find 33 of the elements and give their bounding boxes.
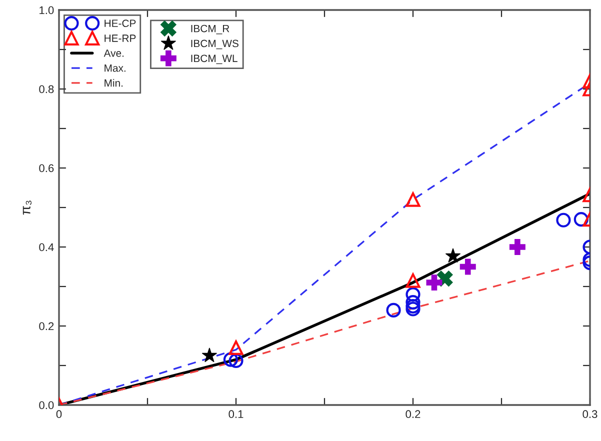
y-tick-label: 0.8 (39, 85, 54, 94)
legend-label: Ave. (104, 50, 124, 57)
point (574, 212, 588, 227)
point (460, 258, 476, 275)
point (202, 348, 218, 362)
point (406, 302, 420, 316)
legend-label: IBCM_WS (191, 40, 238, 50)
x-tick-label: 0.2 (406, 410, 420, 418)
point (406, 298, 420, 314)
point (223, 352, 238, 367)
point (386, 302, 401, 318)
y-tick-label: 0.2 (39, 322, 54, 330)
legend-label: Min. (104, 79, 123, 87)
legend-label: HE-CP (104, 20, 136, 28)
legend-label: HE-RP (104, 34, 136, 42)
legend-label: IBCM_WL (191, 54, 238, 64)
x-tick-label: 0.1 (228, 410, 244, 418)
point (406, 295, 420, 310)
y-tick-label: 0.4 (39, 243, 54, 252)
x-tick-label: 0.3 (582, 410, 598, 418)
y-axis-title: π₃ (22, 200, 32, 215)
y-tick-label: 0.6 (39, 164, 54, 172)
y-tick-label: 0.0 (39, 401, 54, 410)
point (406, 287, 420, 302)
legend-label: Max. (104, 64, 126, 72)
x-tick-label: 0 (56, 410, 62, 418)
point (426, 274, 442, 291)
y-tick-label: 1.0 (40, 6, 54, 14)
point (509, 239, 526, 255)
point (445, 248, 461, 263)
legend-label: IBCM_R (191, 24, 230, 34)
point (228, 353, 244, 368)
point (556, 212, 571, 228)
